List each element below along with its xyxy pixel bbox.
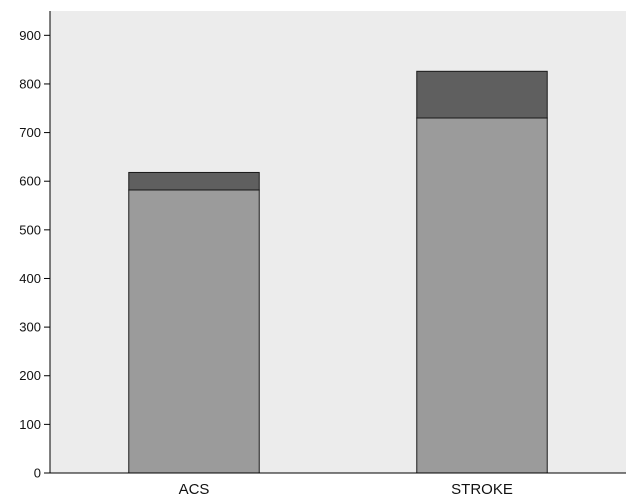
x-category-label: STROKE — [451, 481, 513, 498]
bar-stroke-segment-1 — [416, 117, 548, 474]
x-category-label: ACS — [179, 481, 210, 498]
y-tick-label: 800 — [19, 76, 41, 91]
y-axis-ticks: 0 100 200 300 400 500 600 700 800 900 — [19, 28, 50, 481]
y-tick-label: 600 — [19, 174, 41, 189]
y-tick-label: 400 — [19, 271, 41, 286]
y-tick-label: 100 — [19, 417, 41, 432]
bar-acs-segment-2 — [128, 171, 260, 191]
bar-stroke-segment-2 — [416, 70, 548, 119]
y-tick-label: 700 — [19, 125, 41, 140]
y-tick-label: 500 — [19, 222, 41, 237]
y-tick-label: 900 — [19, 28, 41, 43]
y-tick-label: 200 — [19, 368, 41, 383]
y-tick-label: 300 — [19, 320, 41, 335]
bar-acs-segment-1 — [128, 189, 260, 474]
y-tick-label: 0 — [34, 466, 41, 481]
x-axis-labels: ACS STROKE — [179, 481, 513, 498]
bars — [128, 70, 548, 474]
